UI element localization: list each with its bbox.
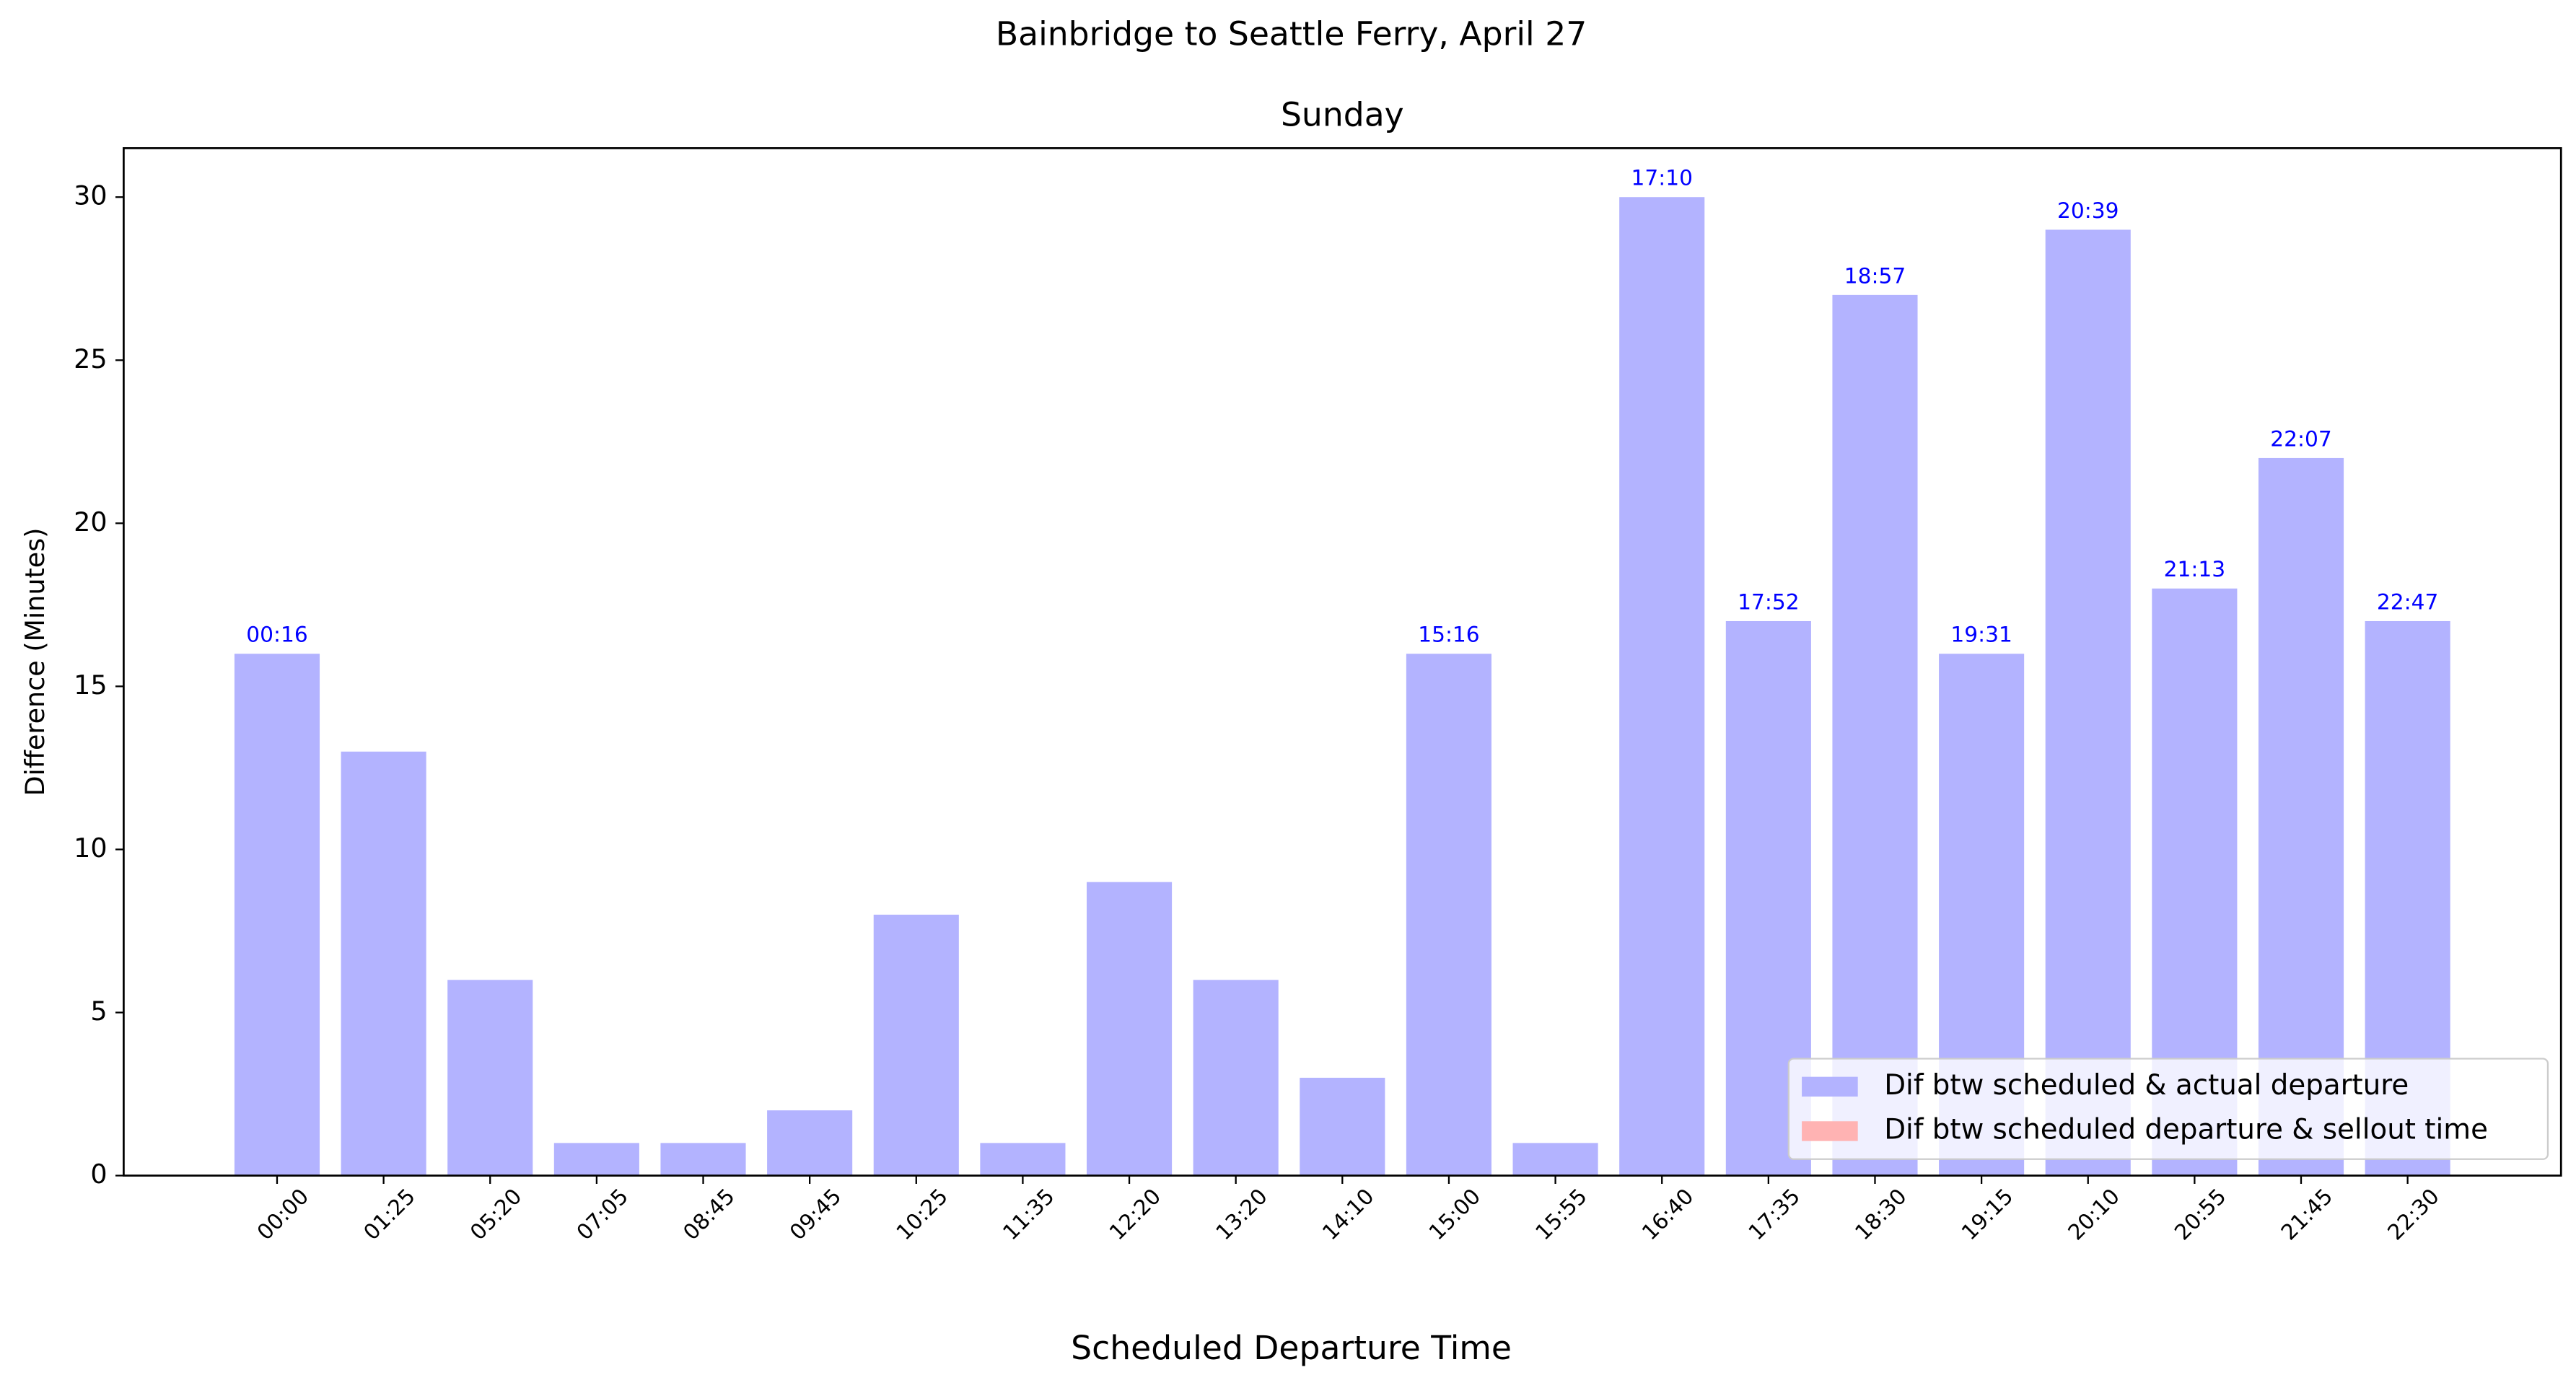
y-axis-label: Difference (Minutes) bbox=[19, 528, 51, 796]
bar bbox=[1619, 197, 1705, 1176]
bar bbox=[873, 914, 959, 1176]
legend-swatch bbox=[1802, 1121, 1858, 1141]
x-tick-label: 15:00 bbox=[1424, 1183, 1485, 1244]
bar bbox=[234, 654, 320, 1176]
legend-label: Dif btw scheduled & actual departure bbox=[1884, 1069, 2409, 1102]
bar bbox=[767, 1110, 853, 1176]
bar bbox=[447, 980, 533, 1176]
x-tick-label: 12:20 bbox=[1104, 1183, 1165, 1244]
x-tick-label: 11:35 bbox=[998, 1183, 1059, 1244]
x-tick-label: 22:30 bbox=[2383, 1183, 2444, 1244]
x-tick-label: 19:15 bbox=[1956, 1183, 2018, 1244]
y-tick-label: 15 bbox=[74, 669, 107, 700]
bar-annotation: 21:13 bbox=[2164, 556, 2225, 581]
x-tick-label: 18:30 bbox=[1850, 1183, 1911, 1244]
x-tick-label: 10:25 bbox=[891, 1183, 952, 1244]
bar bbox=[1512, 1143, 1598, 1176]
bar-annotation: 00:16 bbox=[246, 622, 307, 647]
x-tick-label: 13:20 bbox=[1211, 1183, 1272, 1244]
legend: Dif btw scheduled & actual departure Dif … bbox=[1787, 1058, 2549, 1160]
y-tick-label: 20 bbox=[74, 506, 107, 537]
x-tick-label: 21:45 bbox=[2276, 1183, 2337, 1244]
y-tick-label: 5 bbox=[90, 996, 107, 1027]
bar bbox=[2258, 457, 2344, 1176]
plot-frame bbox=[123, 147, 2562, 1177]
bar-annotation: 17:52 bbox=[1738, 589, 1799, 614]
x-tick-label: 00:00 bbox=[252, 1183, 313, 1244]
bar-annotation: 19:31 bbox=[1950, 622, 2012, 647]
x-axis-label: Scheduled Departure Time bbox=[1071, 1329, 1512, 1367]
bar-annotation: 22:07 bbox=[2270, 426, 2331, 451]
x-tick-label: 20:10 bbox=[2063, 1183, 2124, 1244]
bar bbox=[553, 1143, 639, 1176]
bar bbox=[1300, 1077, 1385, 1176]
x-tick-label: 14:10 bbox=[1317, 1183, 1378, 1244]
legend-frame bbox=[1787, 1058, 2549, 1160]
x-tick-label: 01:25 bbox=[359, 1183, 420, 1244]
y-tick-label: 30 bbox=[74, 180, 107, 211]
bar-annotation: 17:10 bbox=[1631, 165, 1692, 190]
bar bbox=[341, 751, 426, 1176]
x-tick-label: 15:55 bbox=[1530, 1183, 1592, 1244]
bar bbox=[1086, 882, 1173, 1176]
bar-annotation: 15:16 bbox=[1418, 622, 1479, 647]
x-tick-label: 16:40 bbox=[1637, 1183, 1698, 1244]
x-tick-label: 20:55 bbox=[2170, 1183, 2231, 1244]
x-tick-label: 08:45 bbox=[678, 1183, 740, 1244]
bar-annotation: 20:39 bbox=[2057, 198, 2119, 223]
bar bbox=[1832, 294, 1918, 1176]
bar bbox=[2045, 229, 2131, 1176]
bar bbox=[1406, 654, 1492, 1176]
bar bbox=[1193, 980, 1279, 1176]
chart-title: Bainbridge to Seattle Ferry, April 27 bbox=[996, 15, 1587, 53]
x-tick-label: 09:45 bbox=[784, 1183, 846, 1244]
x-tick-label: 07:05 bbox=[571, 1183, 633, 1244]
bar bbox=[980, 1143, 1066, 1176]
y-tick-label: 0 bbox=[90, 1159, 107, 1190]
y-tick-label: 10 bbox=[74, 833, 107, 864]
x-tick-label: 05:20 bbox=[465, 1183, 526, 1244]
bar-annotation: 22:47 bbox=[2377, 589, 2438, 614]
legend-swatch bbox=[1802, 1076, 1858, 1097]
x-tick-label: 17:35 bbox=[1743, 1183, 1805, 1244]
bar bbox=[660, 1143, 746, 1176]
y-tick-label: 25 bbox=[74, 343, 107, 374]
chart-subtitle: Sunday bbox=[1281, 96, 1404, 134]
bar-annotation: 18:57 bbox=[1844, 263, 1906, 288]
legend-label: Dif btw scheduled departure & sellout ti… bbox=[1884, 1113, 2488, 1146]
